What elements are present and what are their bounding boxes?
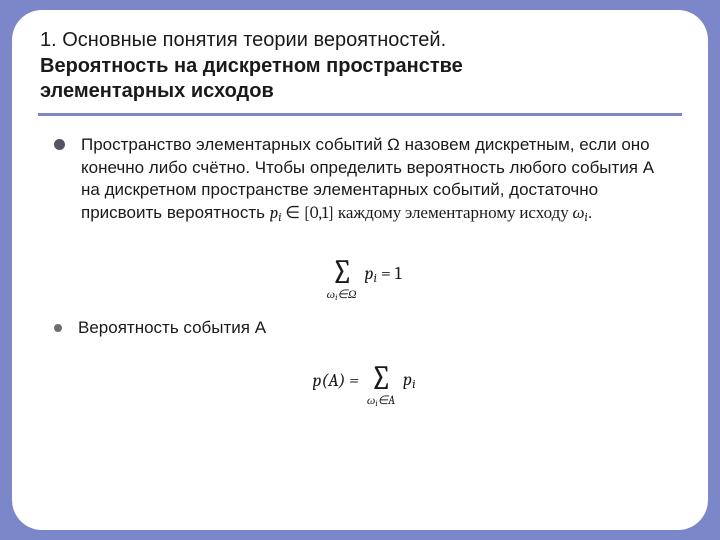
f2-pi: i [412, 377, 415, 392]
list-item: Вероятность события A [54, 317, 674, 340]
title-block: 1. Основные понятия теории вероятностей.… [40, 28, 680, 105]
item-1-text: Пространство элементарных событий Ω назо… [81, 134, 674, 227]
sigma-2: ∑ ωi∈A [367, 352, 395, 409]
sigma-1: ∑ ωi∈Ω [327, 246, 357, 303]
list-item: Пространство элементарных событий Ω назо… [54, 134, 674, 227]
f2-body: pi [403, 369, 415, 392]
f2-lhs: p(A) = [313, 370, 359, 391]
title-divider [38, 113, 682, 116]
item-1-tail: . [588, 203, 593, 222]
title-line-1: 1. Основные понятия теории вероятностей. [40, 28, 680, 54]
bullet-icon [54, 139, 65, 150]
title-line-2: Вероятность на дискретном пространстве [40, 54, 680, 80]
content-area: Пространство элементарных событий Ω назо… [40, 134, 680, 409]
item-2-text: Вероятность события A [78, 317, 266, 340]
omega-symbol: ω [573, 204, 585, 223]
f2-p: p [403, 369, 412, 390]
f1-body: pi = 1 [365, 263, 402, 286]
bullet-icon [54, 324, 62, 332]
f1-eq: = 1 [377, 263, 401, 284]
f1-p: p [365, 263, 374, 284]
pi-symbol: p [270, 204, 279, 223]
formula-sum-equals-1: ∑ ωi∈Ω pi = 1 [54, 239, 674, 303]
formula-p-of-a: p(A) = ∑ ωi∈A pi [54, 352, 674, 409]
item-1-in: ∈ [0,1] каждому элементарному исходу [281, 204, 572, 223]
slide-card: 1. Основные понятия теории вероятностей.… [12, 10, 708, 530]
title-line-3: элементарных исходов [40, 79, 680, 105]
